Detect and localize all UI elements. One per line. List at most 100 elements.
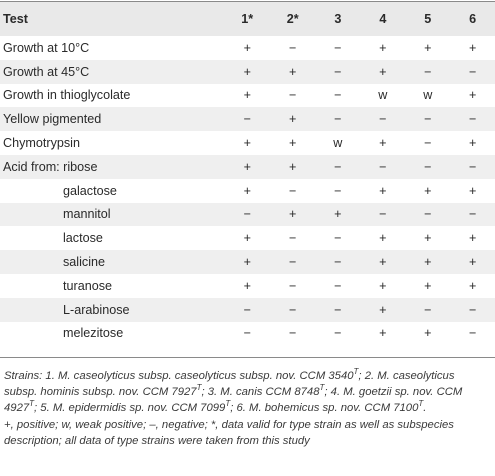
result-cell: + [224, 83, 270, 108]
result-cell: − [450, 321, 495, 346]
result-cell: − [269, 178, 316, 203]
result-cell: − [360, 107, 406, 132]
result-cell: + [269, 59, 316, 84]
strains-note: Strains: 1. M. caseolyticus subsp. caseo… [4, 368, 490, 417]
column-header-strain: 4 [360, 2, 406, 36]
result-cell: − [315, 59, 361, 84]
result-cell: − [269, 36, 316, 60]
result-cell: − [405, 59, 451, 84]
type-strain-superscript: T [29, 399, 35, 409]
test-label: melezitose [0, 321, 225, 346]
table-footnote: Strains: 1. M. caseolyticus subsp. caseo… [4, 368, 490, 449]
table-row: galactose + − − + + + [0, 178, 495, 203]
result-cell: − [405, 131, 451, 155]
result-cell: − [450, 59, 495, 84]
result-cell: + [224, 178, 270, 203]
test-label: Growth at 10°C [0, 36, 225, 60]
result-cell: − [315, 321, 361, 346]
result-cell: − [269, 273, 316, 298]
result-cell: − [450, 297, 495, 322]
result-cell: − [405, 154, 451, 179]
result-cell: − [315, 226, 361, 251]
table-row: Acid from: ribose + + − − − − [0, 154, 495, 179]
result-cell: − [315, 273, 361, 298]
result-cell: − [405, 202, 451, 227]
strain-text: ; 2. M. caseolyticus subsp. hominis subs… [4, 370, 455, 399]
result-cell: + [405, 321, 451, 346]
test-label: mannitol [0, 202, 225, 227]
result-cell: w [360, 83, 406, 108]
test-label: Chymotrypsin [0, 131, 225, 155]
result-cell: − [224, 297, 270, 322]
result-cell: − [269, 321, 316, 346]
test-label: Growth at 45°C [0, 59, 225, 84]
result-cell: + [360, 321, 406, 346]
test-label: salicine [0, 250, 225, 274]
result-cell: + [450, 273, 495, 298]
result-cell: + [269, 154, 316, 179]
result-cell: + [450, 131, 495, 155]
result-cell: + [315, 202, 361, 227]
header-row: Test 1* 2* 3 4 5 6 [0, 2, 495, 36]
result-cell: + [450, 226, 495, 251]
result-cell: − [315, 178, 361, 203]
strain-text: ; 6. M. bohemicus sp. nov. CCM 7100 [230, 402, 419, 415]
column-header-test: Test [0, 2, 225, 36]
result-cell: + [360, 59, 406, 84]
result-cell: + [450, 36, 495, 60]
table-row: salicine + − − + + + [0, 250, 495, 274]
column-header-strain: 2* [269, 2, 316, 36]
table-row: Growth at 45°C + + − + − − [0, 59, 495, 84]
result-cell: − [269, 250, 316, 274]
result-cell: + [269, 131, 316, 155]
result-cell: + [224, 273, 270, 298]
result-cell: − [405, 107, 451, 132]
result-cell: + [360, 273, 406, 298]
result-cell: − [315, 36, 361, 60]
test-label: lactose [0, 226, 225, 251]
column-header-strain: 3 [315, 2, 361, 36]
result-cell: + [224, 226, 270, 251]
result-cell: − [405, 297, 451, 322]
result-cell: − [450, 107, 495, 132]
result-cell: + [360, 226, 406, 251]
phenotypic-traits-table: Test 1* 2* 3 4 5 6 Growth at 10°C + − − + + + Growth … [0, 2, 495, 346]
strain-text: ; 5. M. epidermidis sp. nov. CCM 7099 [34, 402, 226, 415]
result-cell: − [269, 83, 316, 108]
legend-note: +, positive; w, weak positive; –, negati… [4, 418, 454, 447]
result-cell: + [405, 273, 451, 298]
test-label: galactose [0, 178, 225, 203]
result-cell: + [360, 131, 406, 155]
result-cell: + [269, 202, 316, 227]
result-cell: w [405, 83, 451, 108]
strain-text: ; 3. M. canis CCM 8748 [201, 386, 320, 399]
result-cell: + [360, 178, 406, 203]
result-cell: + [360, 250, 406, 274]
type-strain-superscript: T [353, 367, 359, 377]
column-header-strain: 1* [224, 2, 270, 36]
result-cell: w [315, 131, 361, 155]
result-cell: − [315, 154, 361, 179]
table-row: Yellow pigmented − + − − − − [0, 107, 495, 132]
result-cell: − [269, 297, 316, 322]
test-label: Growth in thioglycolate [0, 83, 225, 108]
result-cell: + [224, 36, 270, 60]
type-strain-superscript: T [225, 399, 231, 409]
result-cell: − [360, 154, 406, 179]
table-row: Growth in thioglycolate + − − w w + [0, 83, 495, 108]
strain-text: Strains: 1. M. caseolyticus subsp. caseo… [4, 370, 354, 382]
result-cell: + [405, 226, 451, 251]
result-cell: − [315, 250, 361, 274]
result-cell: − [315, 297, 361, 322]
table-row: L-arabinose − − − + − − [0, 297, 495, 322]
result-cell: + [224, 154, 270, 179]
table-row: lactose + − − + + + [0, 226, 495, 251]
result-cell: − [450, 154, 495, 179]
result-cell: + [405, 36, 451, 60]
table-row: Growth at 10°C + − − + + + [0, 36, 495, 60]
result-cell: − [360, 202, 406, 227]
result-cell: + [224, 250, 270, 274]
result-cell: − [315, 83, 361, 108]
test-label: L-arabinose [0, 297, 225, 322]
